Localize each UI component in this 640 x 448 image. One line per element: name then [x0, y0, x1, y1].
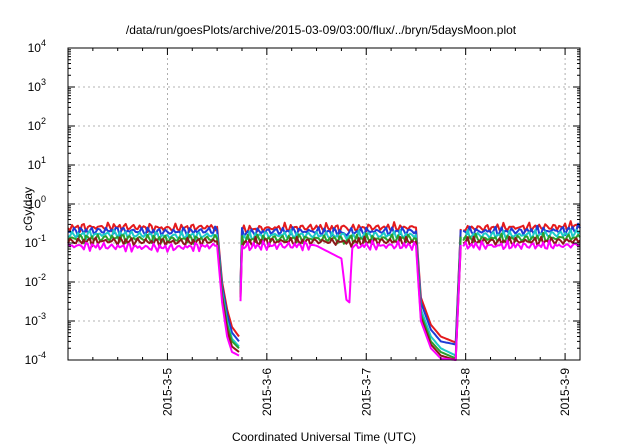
y-tick-exponent: 4	[41, 38, 46, 48]
x-tick-label: 2015-3-6	[260, 368, 274, 416]
y-tick-exponent: 1	[41, 155, 46, 165]
series-line	[67, 222, 581, 346]
chart-title: /data/run/goesPlots/archive/2015-03-09/0…	[126, 23, 517, 37]
y-tick-exponent: -4	[38, 350, 46, 360]
x-tick-label: 2015-3-9	[558, 368, 572, 416]
x-tick-label: 2015-3-7	[359, 368, 373, 416]
y-tick-exponent: 3	[41, 77, 46, 87]
y-tick-exponent: -3	[38, 311, 46, 321]
series-line	[67, 239, 581, 361]
y-tick-exponent: -1	[38, 233, 46, 243]
x-tick-label: 2015-3-5	[160, 368, 174, 416]
y-axis-label: cGy/day	[21, 187, 35, 231]
y-tick-exponent: 0	[41, 194, 46, 204]
series-line	[67, 235, 581, 361]
series-group	[67, 220, 581, 361]
x-axis-label: Coordinated Universal Time (UTC)	[232, 430, 416, 444]
y-tick-exponent: -2	[38, 272, 46, 282]
x-axis: 2015-3-5 2015-3-6 2015-3-7 2015-3-8 2015-3-9	[92, 48, 572, 416]
y-tick-exponent: 2	[41, 116, 46, 126]
x-tick-label: 2015-3-8	[459, 368, 473, 416]
